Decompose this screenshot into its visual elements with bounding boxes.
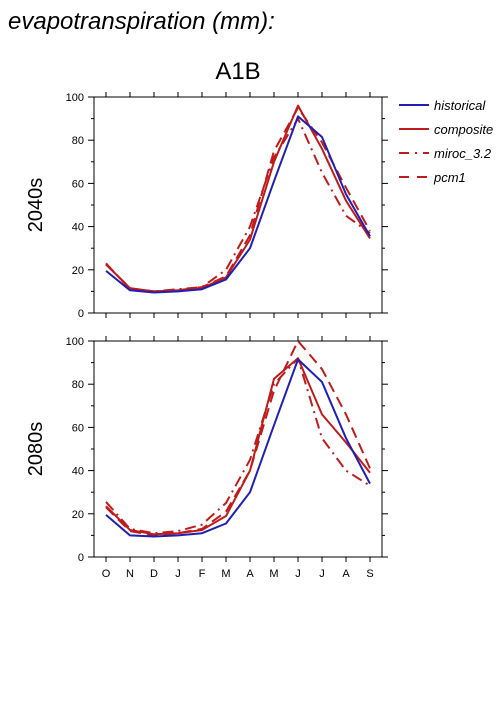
series-line-composite [105,104,371,293]
y-tick-label: 0 [78,308,84,320]
x-tick-label: S [366,568,373,580]
x-tick-label: A [246,568,254,580]
y-tick-label: 100 [66,336,84,348]
y-tick-label: 60 [72,178,84,190]
x-tick-label: J [319,568,325,580]
y-tick-label: 60 [72,422,84,434]
x-tick-label: M [269,568,278,580]
legend-label-miroc_3.2: miroc_3.2 [434,146,492,161]
chart-panel-2080s: 0 20 40 60 80 100 O N D J F M A M J J A S 2080s [25,336,388,580]
plot-frame [93,340,383,558]
chart-panels: 0 20 40 60 80 100 2040s 0 20 40 60 80 100 O N D J F M A M J J A… [25,92,388,580]
scenario-title: A1B [215,58,260,85]
x-tick-label: F [199,568,206,580]
series-line-miroc_3.2 [105,357,371,535]
legend-label-historical: historical [434,98,486,113]
chart-panel-2040s: 0 20 40 60 80 100 2040s [25,92,388,320]
legend-item-composite: composite [399,122,493,137]
series-line-historical [105,115,371,294]
legend-item-miroc_3.2: miroc_3.2 [399,146,492,161]
legend: historical composite miroc_3.2 pcm1 [399,98,493,185]
x-tick-label: J [175,568,181,580]
figure-title: evapotranspiration (mm): [8,8,275,35]
x-tick-label: O [102,568,111,580]
series-line-pcm1 [105,340,371,537]
y-tick-label: 80 [72,379,84,391]
series-line-historical [105,358,371,538]
plot-frame [93,96,383,314]
y-tick-label: 100 [66,92,84,104]
x-tick-label: M [221,568,230,580]
row-label-2040s: 2040s [25,178,47,233]
y-tick-label: 40 [72,222,84,234]
x-tick-label: J [295,568,301,580]
legend-item-pcm1: pcm1 [399,170,466,185]
legend-label-pcm1: pcm1 [433,170,466,185]
y-tick-label: 80 [72,135,84,147]
legend-item-historical: historical [399,98,486,113]
x-tick-label: N [126,568,134,580]
x-tick-label: A [342,568,350,580]
y-tick-label: 0 [78,552,84,564]
x-tick-label: D [150,568,158,580]
y-tick-label: 20 [72,509,84,521]
y-tick-label: 40 [72,466,84,478]
row-label-2080s: 2080s [25,422,47,477]
legend-label-composite: composite [434,122,493,137]
y-tick-label: 20 [72,265,84,277]
series-line-composite [105,357,371,536]
